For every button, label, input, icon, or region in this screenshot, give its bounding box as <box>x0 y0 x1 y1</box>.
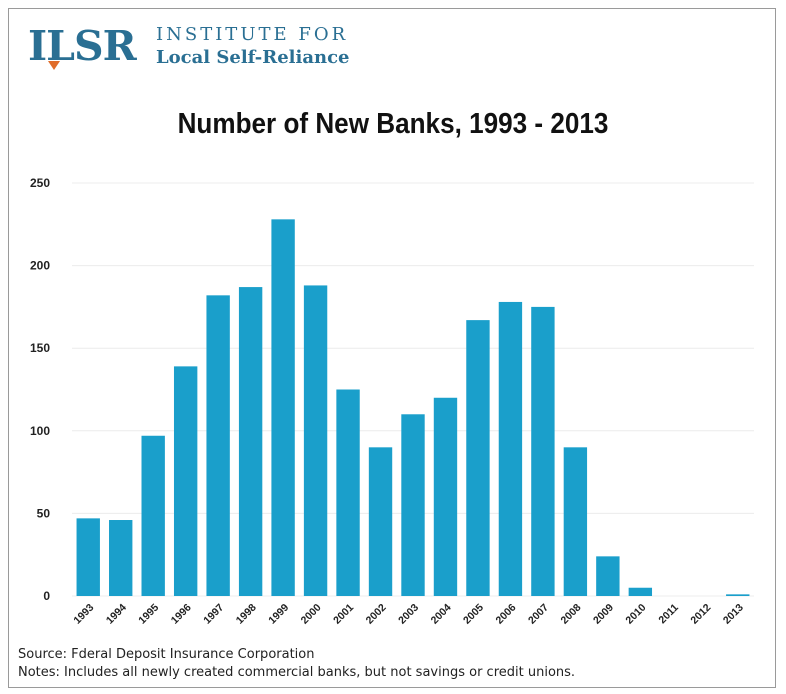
x-axis-ticks: 1993 1994 1995 1996 1997 1998 1999 2000 2001 2002… <box>71 602 746 627</box>
bar-1996 <box>173 366 198 596</box>
y-tick-label: 100 <box>30 424 50 438</box>
logo-text-line2: Local Self-Reliance <box>156 47 350 68</box>
bar-2008 <box>563 447 588 596</box>
bar-1993 <box>76 518 100 596</box>
x-tick-label: 2012 <box>688 602 713 627</box>
bar-2010 <box>628 587 653 596</box>
bar-2006 <box>498 301 523 596</box>
bar-2003 <box>401 414 425 596</box>
x-tick-label: 2010 <box>623 602 648 627</box>
x-tick-label: 2009 <box>591 602 616 627</box>
x-tick-label: 2013 <box>721 602 746 627</box>
footer: Source: Fderal Deposit Insurance Corpora… <box>18 646 575 682</box>
bar-1998 <box>238 287 263 596</box>
x-tick-label: 2004 <box>429 602 454 627</box>
y-tick-label: 0 <box>43 589 50 603</box>
bar-2001 <box>336 389 360 596</box>
x-tick-label: 1993 <box>71 602 96 627</box>
bar-2007 <box>531 306 555 596</box>
notes-text: Notes: Includes all newly created commer… <box>18 665 576 680</box>
logo-accent-triangle-icon <box>48 61 60 70</box>
y-tick-label: 250 <box>30 176 50 190</box>
x-tick-label: 2011 <box>656 602 681 627</box>
x-tick-label: 2002 <box>364 602 389 627</box>
bar-2013 <box>726 594 750 596</box>
x-tick-label: 1996 <box>169 602 194 627</box>
x-tick-label: 2001 <box>331 602 356 627</box>
x-tick-label: 1995 <box>136 602 161 627</box>
bar-layer <box>76 219 750 596</box>
y-tick-label: 50 <box>37 506 51 520</box>
logo-text-line1: INSTITUTE FOR <box>156 24 349 45</box>
x-tick-label: 2007 <box>526 602 551 627</box>
x-tick-label: 2005 <box>461 602 486 627</box>
bar-2002 <box>368 447 393 596</box>
x-tick-label: 2008 <box>558 602 583 627</box>
x-tick-label: 1994 <box>104 602 129 627</box>
y-tick-label: 150 <box>30 341 50 355</box>
x-tick-label: 1997 <box>201 602 226 627</box>
bar-2000 <box>303 285 328 596</box>
bar-1997 <box>206 295 230 596</box>
x-tick-label: 2006 <box>494 602 519 627</box>
bar-1995 <box>141 435 165 596</box>
logo-mark: ILSR <box>28 22 137 70</box>
bar-2009 <box>596 556 620 596</box>
bar-2004 <box>433 397 458 596</box>
chart-title: Number of New Banks, 1993 - 2013 <box>177 108 609 140</box>
y-tick-label: 200 <box>30 259 50 273</box>
y-axis-ticks: 0 50 100 150 200 250 <box>30 176 50 603</box>
x-tick-label: 2003 <box>396 602 421 627</box>
bar-2005 <box>466 320 490 596</box>
x-tick-label: 2000 <box>299 602 324 627</box>
x-tick-label: 1999 <box>266 602 291 627</box>
bar-1999 <box>271 219 295 596</box>
bar-1994 <box>109 520 133 596</box>
source-note: Source: Fderal Deposit Insurance Corpora… <box>18 647 315 662</box>
x-tick-label: 1998 <box>234 602 259 627</box>
